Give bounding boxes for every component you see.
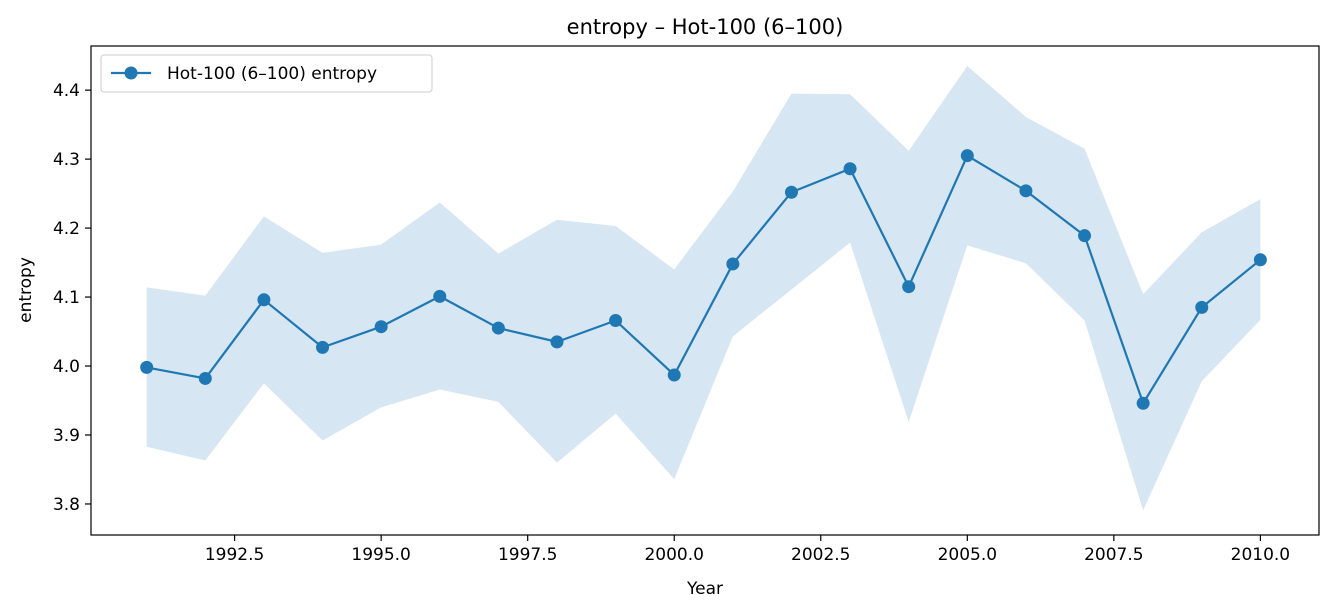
legend: Hot-100 (6–100) entropy: [100, 54, 433, 93]
x-tick-label: 2005.0: [938, 545, 997, 565]
data-point-2003: [843, 162, 857, 176]
data-point-2004: [902, 280, 916, 294]
y-tick-label: 4.1: [53, 288, 80, 308]
x-axis-label: Year: [686, 579, 723, 599]
data-point-1993: [257, 293, 271, 307]
data-point-1994: [316, 340, 330, 354]
legend-box: [100, 54, 433, 93]
plot-area-frame: [90, 45, 1320, 536]
chart-title: entropy – Hot-100 (6–100): [567, 15, 844, 39]
x-tick-label: 1997.5: [498, 545, 557, 565]
data-point-2001: [726, 257, 740, 271]
data-point-1992: [198, 371, 212, 385]
confidence-band-layer: [146, 66, 1261, 511]
y-tick-label: 4.2: [53, 219, 80, 239]
data-point-2008: [1136, 396, 1150, 410]
data-point-2009: [1195, 300, 1209, 314]
data-point-1996: [433, 289, 447, 303]
y-tick-label: 3.9: [53, 426, 80, 446]
data-point-2006: [1019, 184, 1033, 198]
data-point-1995: [374, 320, 388, 334]
series-points-layer: [140, 149, 1267, 410]
y-axis-label: entropy: [16, 257, 36, 323]
data-point-2007: [1078, 229, 1092, 243]
legend-entry-label: Hot-100 (6–100) entropy: [167, 64, 377, 84]
x-tick-label: 2000.0: [644, 545, 703, 565]
data-point-1999: [609, 314, 623, 327]
data-point-1991: [140, 360, 154, 374]
data-point-2005: [960, 149, 974, 163]
y-axis: 3.8 3.9 4.0 4.1 4.2 4.3 4.4: [53, 81, 91, 515]
y-tick-label: 4.0: [53, 357, 80, 377]
series-line-layer: [146, 154, 1262, 405]
x-tick-label: 2002.5: [791, 545, 850, 565]
data-point-2000: [667, 368, 681, 382]
x-tick-label: 1992.5: [205, 545, 264, 565]
x-tick-label: 2010.0: [1231, 545, 1290, 565]
x-axis: 1992.5 1995.0 1997.5 2000.0 2002.5 2005.0 2007…: [205, 535, 1290, 565]
x-tick-label: 1995.0: [351, 545, 410, 565]
confidence-band: [146, 66, 1261, 511]
y-tick-label: 4.4: [53, 81, 80, 101]
data-point-1998: [550, 335, 564, 349]
data-point-2002: [784, 185, 798, 199]
y-tick-label: 3.8: [53, 495, 80, 515]
x-tick-label: 2007.5: [1084, 545, 1143, 565]
data-point-1997: [491, 321, 505, 335]
y-tick-label: 4.3: [53, 150, 80, 170]
series-line: [146, 154, 1262, 405]
data-point-2010: [1253, 253, 1267, 267]
legend-marker-swatch: [124, 66, 138, 80]
